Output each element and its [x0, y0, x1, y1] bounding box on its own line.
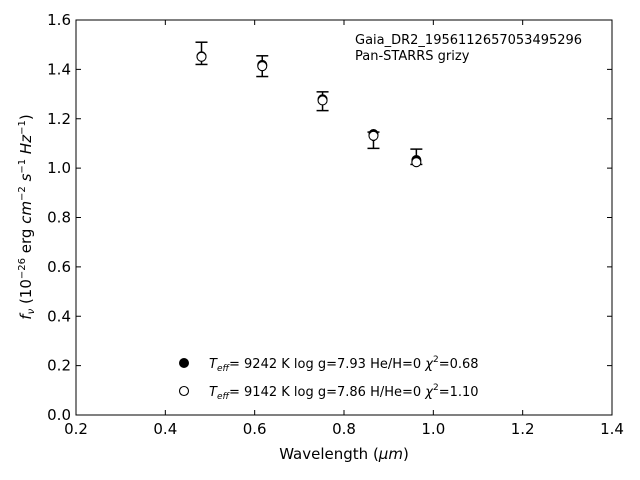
x-tick-label: 1.0 — [421, 420, 445, 438]
legend-marker-open — [178, 385, 190, 397]
annotation-object-id: Gaia_DR2_1956112657053495296 — [355, 33, 582, 48]
legend-entry-filled: Teff= 9242 K log g=7.93 He/H=0 χ2=0.68 — [209, 355, 479, 374]
model-point-open — [411, 157, 422, 168]
legend: Teff= 9242 K log g=7.93 He/H=0 χ2=0.68 T… — [178, 355, 479, 402]
legend-marker-filled — [179, 358, 189, 368]
y-tick-label: 1.2 — [47, 110, 71, 128]
y-tick-label: 1.0 — [47, 159, 71, 177]
model-point-open — [196, 51, 207, 62]
annotation-survey: Pan-STARRS grizy — [355, 49, 470, 64]
legend-entry-open: Teff= 9142 K log g=7.86 H/He=0 χ2=1.10 — [209, 383, 479, 402]
model-point-open — [257, 61, 268, 72]
y-axis-title: fν (10−26 erg cm−2 s−1 Hz−1) — [17, 114, 37, 319]
y-tick-label: 0.2 — [47, 357, 71, 375]
model-point-open — [317, 95, 328, 106]
x-axis: 0.2 0.4 0.6 0.8 1.0 1.2 1.4 — [64, 20, 624, 438]
model-point-open — [368, 130, 379, 141]
y-tick-label: 0.4 — [47, 307, 71, 325]
x-tick-label: 0.4 — [153, 420, 177, 438]
x-tick-label: 1.2 — [511, 420, 535, 438]
plot-frame — [75, 19, 613, 416]
x-tick-label: 0.8 — [332, 420, 356, 438]
y-tick-label: 0.6 — [47, 258, 71, 276]
y-tick-label: 0.8 — [47, 209, 71, 227]
x-tick-label: 0.2 — [64, 420, 88, 438]
y-tick-label: 1.4 — [47, 60, 71, 78]
y-axis: 0.0 0.2 0.4 0.6 0.8 1.0 1.2 1.4 1.6 — [47, 11, 612, 424]
y-tick-label: 0.0 — [47, 406, 71, 424]
y-tick-label: 1.6 — [47, 11, 71, 29]
model-series-filled — [196, 51, 422, 165]
x-tick-label: 1.4 — [600, 420, 624, 438]
observed-points — [200, 52, 418, 158]
x-axis-title: Wavelength (μm) — [279, 445, 409, 463]
x-tick-label: 0.6 — [243, 420, 267, 438]
model-series-open — [196, 51, 422, 168]
